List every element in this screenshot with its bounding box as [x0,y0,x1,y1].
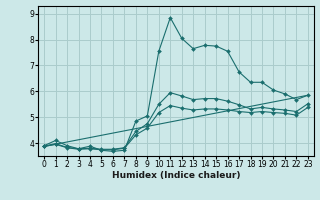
X-axis label: Humidex (Indice chaleur): Humidex (Indice chaleur) [112,171,240,180]
